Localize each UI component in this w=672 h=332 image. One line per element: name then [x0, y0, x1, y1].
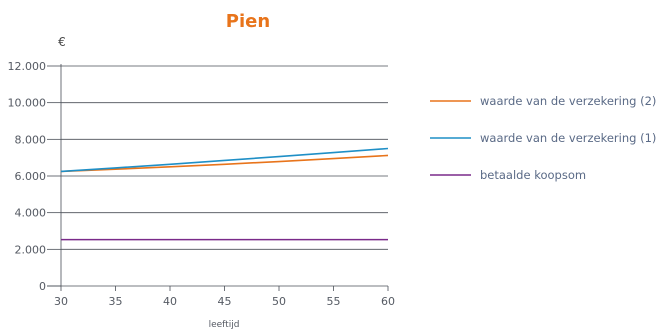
series-lines: [60, 147, 389, 241]
y-tick-label: 10.000: [8, 97, 47, 110]
x-tick-label: 50: [272, 295, 286, 308]
x-tick-label: 35: [109, 295, 123, 308]
x-tick-label: 55: [327, 295, 341, 308]
gridlines: [61, 65, 388, 250]
legend-label: betaalde koopsom: [480, 168, 586, 182]
x-tick-label: 40: [163, 295, 177, 308]
series-line-2: [60, 147, 389, 173]
x-tick-label: 45: [218, 295, 232, 308]
legend-label: waarde van de verzekering (1): [480, 131, 656, 145]
y-tick-label: 8.000: [15, 133, 47, 146]
x-tick-label: 60: [381, 295, 395, 308]
legend-label: waarde van de verzekering (2): [480, 94, 656, 108]
x-axis-label: leeftijd: [209, 320, 240, 330]
y-axis-unit-label: €: [58, 35, 66, 49]
chart-title: Pien: [226, 11, 270, 32]
y-tick-label: 6.000: [15, 170, 47, 183]
y-tick-label: 0: [39, 280, 46, 293]
y-tick-label: 12.000: [8, 60, 47, 73]
legend: waarde van de verzekering (2) waarde van …: [430, 94, 656, 182]
y-tick-label: 4.000: [15, 207, 47, 220]
y-tick-label: 2.000: [15, 243, 47, 256]
axes: 0 2.000 4.000 6.000 8.000 10.000 12.000 30 35 40 4…: [8, 60, 396, 308]
x-tick-label: 30: [54, 295, 68, 308]
series-line-1: [60, 154, 389, 173]
